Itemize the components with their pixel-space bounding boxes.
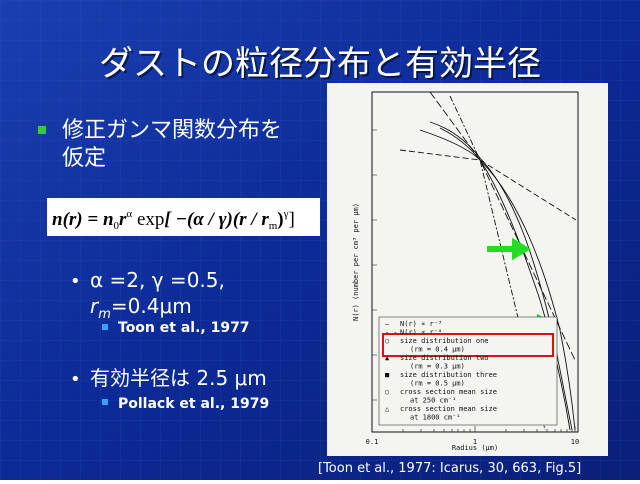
formula-box (47, 198, 320, 236)
legend: — N(r) ∝ r⁻³- - N(r) ∝ r⁻⁴ ○ size distributi… (385, 320, 497, 422)
highlight-box (382, 333, 554, 357)
legend-text: (rm = 0.4 μm) (410, 346, 465, 354)
bullet-dot: • (70, 369, 81, 390)
legend-text: N(r) ∝ r⁻⁴ (400, 329, 442, 337)
legend-text: size distribution one (400, 337, 489, 345)
sub-bullet-icon (102, 399, 108, 405)
x-tick-label: 1 (473, 438, 477, 446)
y-axis-label: N(r) (number per cm³ per μm) (352, 203, 360, 321)
figure: — N(r) ∝ r⁻³- - N(r) ∝ r⁻⁴ ○ size distributi… (327, 83, 608, 456)
legend-marker: ○ (385, 388, 389, 396)
x-tick-label: 0.1 (366, 438, 379, 446)
bullet-text: α =2, γ =0.5, (90, 268, 225, 292)
legend-text: N(r) ∝ r⁻³ (400, 320, 442, 328)
legend-text: (rm = 0.5 μm) (410, 380, 465, 388)
legend-text: size distribution three (400, 371, 497, 379)
bullet-icon (38, 126, 46, 134)
bullet-text: 仮定 (62, 146, 106, 171)
formula: n(r) = n0rα exp[ −(α / γ)(r / rm)γ] (52, 208, 295, 232)
legend-text: (rm = 0.3 μm) (410, 363, 465, 371)
legend-marker: ○ (385, 337, 389, 345)
x-tick-label: 10 (571, 438, 579, 446)
bullet-text: 有効半径は 2.5 μm (90, 366, 267, 390)
legend-marker: ▲ (385, 354, 390, 362)
title-shadow: ダストの粒径分布と有効半径 (101, 46, 543, 86)
legend-marker: △ (385, 405, 390, 413)
x-axis-label: Radius (μm) (452, 444, 498, 452)
legend-marker: — (385, 320, 390, 328)
legend-text: cross section mean size (400, 388, 497, 396)
title: ダストの粒径分布と有効半径 (99, 44, 541, 84)
axis-ticks (372, 129, 576, 432)
bullet-text: rm=0.4μm (90, 294, 192, 322)
bullet-dot: • (70, 271, 81, 292)
sub-bullet-icon (102, 324, 108, 330)
bullet-text: 修正ガンマ関数分布を (62, 118, 282, 143)
legend-marker: ■ (385, 371, 390, 379)
legend-text: at 250 cm⁻¹ (410, 397, 456, 405)
sub-bullet-text: Pollack et al., 1979 (118, 396, 269, 412)
legend-text: at 1800 cm⁻¹ (410, 414, 461, 422)
legend-marker: - - (385, 329, 398, 337)
legend-text: size distribution two (400, 354, 489, 362)
arrow (487, 237, 531, 261)
caption: [Toon et al., 1977: Icarus, 30, 663, Fig… (318, 461, 581, 476)
legend-text: cross section mean size (400, 405, 497, 413)
sub-bullet-text: Toon et al., 1977 (118, 320, 250, 336)
